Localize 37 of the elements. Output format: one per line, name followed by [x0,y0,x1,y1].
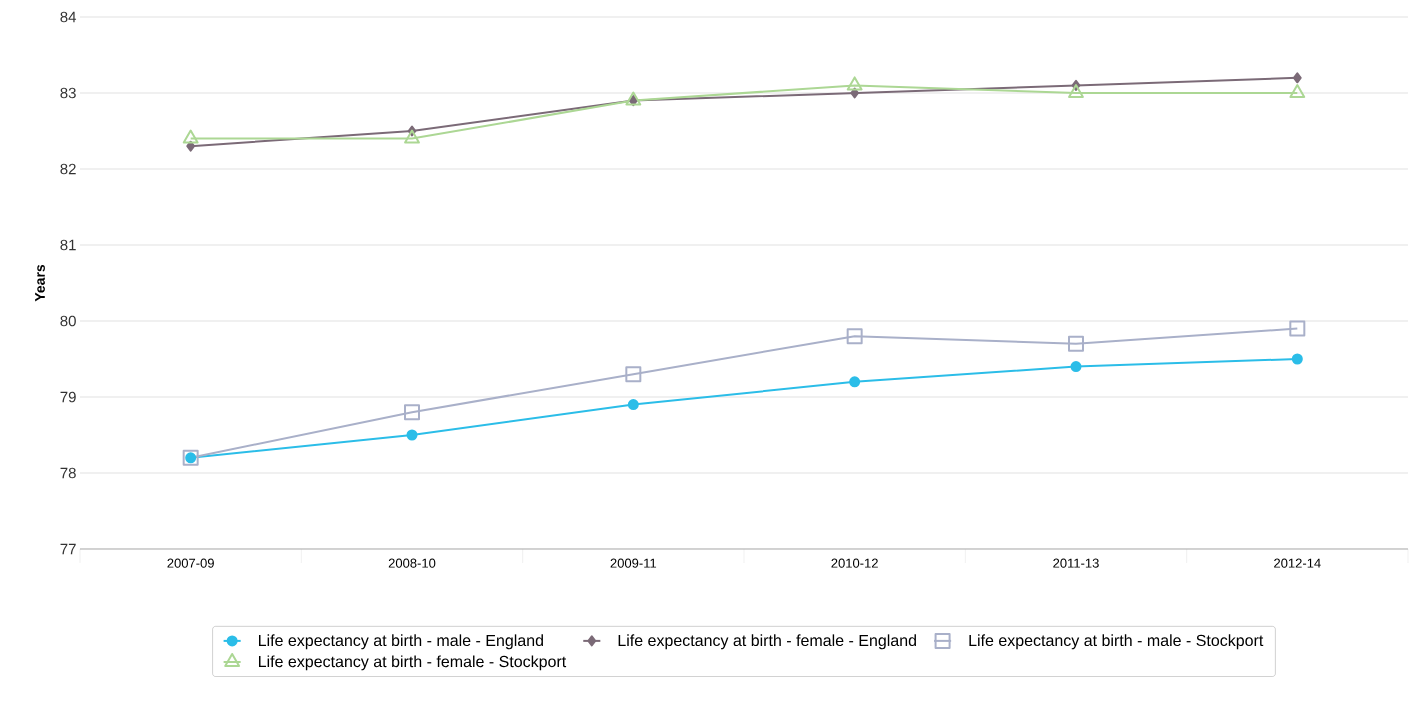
x-tick-label: 2007-09 [167,558,214,568]
y-tick-label: 81 [60,239,76,251]
x-tick-label: 2012-14 [1274,558,1321,568]
point [1291,353,1303,365]
y-tick-label: 80 [60,315,76,327]
point [846,76,863,91]
x-tick-label: 2011-13 [1053,558,1099,568]
x-tick-label: 2010-12 [831,558,878,568]
y-axis-title: Years [35,264,45,302]
y-tick-label: 83 [60,87,76,99]
legend-label: Life expectancy at birth - male - Stockport [969,634,1264,650]
legend-label: Life expectancy at birth - female - England [618,634,916,650]
point [1289,84,1306,98]
y-tick-label: 82 [60,163,76,175]
point [182,129,199,144]
legend-label: Life expectancy at birth - female - Stockport [259,655,567,671]
y-tick-label: 79 [60,391,76,403]
point [404,404,420,421]
point [849,376,861,388]
legend-label: Life expectancy at birth - male - England [259,634,543,650]
point [625,366,642,383]
point [1292,72,1302,84]
point [846,328,863,345]
y-tick-label: 78 [60,467,76,479]
point [1289,320,1306,337]
point [1070,361,1082,373]
point [1068,84,1084,98]
y-tick-label: 84 [60,11,77,23]
point [850,87,860,99]
y-tick-label: 77 [60,543,76,555]
point [627,399,639,411]
point [406,429,418,441]
point [1067,335,1084,352]
x-tick-label: 2008-10 [388,558,436,568]
x-tick-label: 2009-11 [610,558,657,568]
point [404,129,420,144]
point [625,91,642,106]
